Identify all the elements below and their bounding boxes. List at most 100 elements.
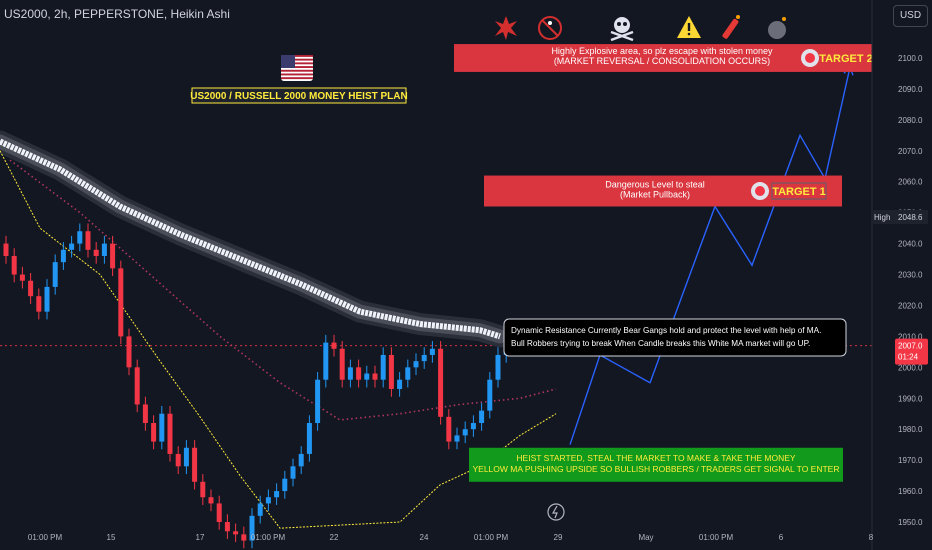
candle-body [208,497,214,504]
candle-body [224,522,230,532]
time-tick-label: 01:00 PM [699,533,734,542]
candle-body [28,280,34,297]
candle-body [159,413,165,442]
projection-path [569,67,851,445]
time-axis: 01:00 PM 15 17 01:00 PM 22 24 01:00 PM 29 May 01:… [28,533,874,542]
candle-body [372,373,378,380]
target2-label: TARGET 2 [819,53,873,65]
resistance-note-box [503,318,847,357]
candle-body [44,286,50,312]
candle-body [347,367,353,380]
high-tag [872,209,928,224]
time-tick-label: May [638,533,653,542]
time-tick-label: 01:00 PM [28,533,63,542]
candle-body [151,423,157,442]
target1-label-frame [771,182,827,200]
plan-title-box [191,87,407,104]
price-tick-label: 1950.0 [898,518,923,527]
target1-label: TARGET 1 [772,186,826,198]
candle-body [126,336,132,368]
white-ma-halo [0,134,507,344]
candle-body [69,243,75,250]
candle-body [183,447,189,467]
price-tick-label: 2010.0 [898,332,923,341]
candle-body [298,453,304,467]
candle-body [60,249,66,263]
candle-body [192,447,198,482]
us-flag-stripe [281,58,313,61]
us-flag-stripe [281,69,313,72]
entry-box [469,447,843,482]
us-flag-stripe [281,55,313,57]
bomb-icon [768,17,786,39]
candle-body [421,354,427,362]
candle-body [290,466,296,479]
price-tick-label: 1960.0 [898,487,923,496]
candle-body [167,413,173,454]
dynamite-spark [736,15,740,19]
target1-line2: (Market Pullback) [620,190,690,200]
candle-body [241,534,247,541]
candle-body [77,231,83,244]
price-tick-label: 1980.0 [898,425,923,434]
candle-body [93,249,99,256]
warning-icon [677,16,701,38]
current-price-value: 2007.0 [898,342,923,351]
time-tick-label: 01:00 PM [474,533,509,542]
candle-body [11,255,17,275]
no-pedestrian-icon [538,16,562,40]
candle-body [175,453,181,467]
candle-body [36,296,42,312]
target2-icon-core [805,53,815,63]
target1-box [484,175,842,207]
candle-body [200,481,206,498]
time-tick-label: 22 [330,533,339,542]
price-tick-label: 2090.0 [898,85,923,94]
us-flag-canton [281,55,295,68]
candle-body [274,491,280,498]
price-tick-label: 2040.0 [898,240,923,249]
pedestrian-head [548,21,552,25]
candle-body [495,354,501,380]
candle-body [364,373,370,380]
candle-body [380,354,386,380]
candle-body [306,423,312,454]
candle-body [397,379,403,389]
candle-body [233,531,239,535]
candle-body [470,423,476,430]
price-tick-label: 2030.0 [898,271,923,280]
price-tick-label: 2080.0 [898,116,923,125]
warning-mark [687,23,691,31]
candle-body [462,429,468,436]
price-tick-label: 2060.0 [898,178,923,187]
skull-eye [617,22,621,26]
lightning-icon[interactable] [547,503,565,521]
no-sign-ring [538,16,562,40]
current-price-tag [895,338,928,365]
candle-body [142,404,148,424]
high-value: 2048.6 [898,213,923,222]
currency-button[interactable]: USD [893,5,928,27]
candle-body [356,367,362,380]
crossbone [610,30,634,42]
time-tick-label: 01:00 PM [251,533,286,542]
candle-body [413,361,419,368]
price-tick-label: 2100.0 [898,54,923,63]
resistance-note-line1: Dynamic Resistance Currently Bear Gangs … [511,326,821,335]
candle-body [110,243,116,269]
price-axis: 1950.0 1960.0 1970.0 1980.0 1990.0 2000.0 2010… [871,0,932,550]
candle-body [282,478,288,492]
candle-body [331,342,337,349]
candle-body [388,354,394,389]
target2-line1: Highly Explosive area, so plz escape wit… [551,46,773,56]
explosion-icon [495,16,517,40]
candle-body [479,410,485,424]
high-label: High [874,213,890,222]
price-tick-label: 1970.0 [898,456,923,465]
bomb-fuse [782,17,786,21]
us-flag-stripe [281,62,313,65]
explosion-shape [495,16,517,40]
candle-body [323,342,329,380]
candle-body [249,515,255,541]
